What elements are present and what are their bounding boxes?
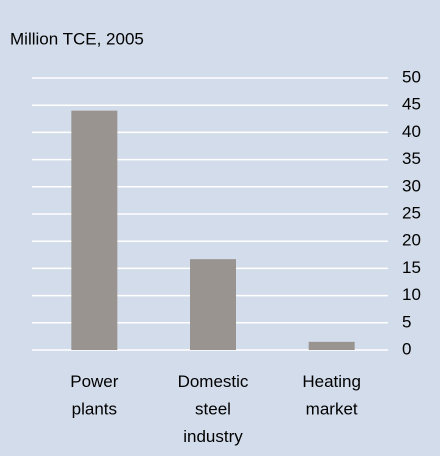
chart-title: Million TCE, 2005 <box>10 29 144 48</box>
x-tick-label: Domestic steel industry <box>178 372 249 446</box>
y-tick-label: 30 <box>402 176 421 195</box>
y-tick-label: 0 <box>402 339 411 358</box>
y-tick-label: 50 <box>402 67 421 86</box>
y-tick-label: 20 <box>402 231 421 250</box>
bar <box>71 110 118 350</box>
bar <box>308 341 355 350</box>
y-tick-label: 10 <box>402 285 421 304</box>
x-tick-label: Power plants <box>70 372 119 419</box>
y-tick-label: 45 <box>402 95 421 114</box>
y-tick-label: 15 <box>402 258 421 277</box>
bar <box>190 259 236 350</box>
y-tick-label: 5 <box>402 312 411 331</box>
y-tick-label: 40 <box>402 122 421 141</box>
x-tick-label: Heating market <box>302 372 361 419</box>
y-tick-label: 25 <box>402 203 421 222</box>
y-tick-label: 35 <box>402 149 421 168</box>
